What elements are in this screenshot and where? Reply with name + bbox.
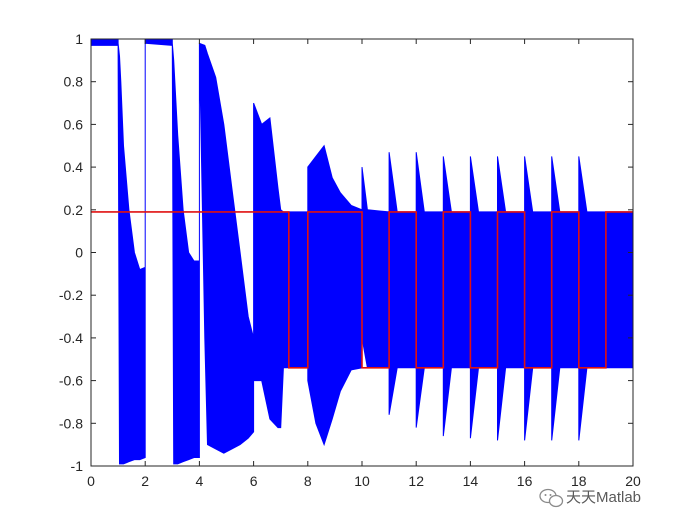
watermark: 天天Matlab: [539, 488, 641, 508]
y-tick-label: 1: [75, 31, 83, 47]
y-tick-label: 0.4: [64, 159, 84, 175]
x-tick-label: 2: [141, 473, 149, 489]
y-tick-label: -0.4: [59, 330, 83, 346]
y-tick-label: -0.2: [59, 287, 83, 303]
x-tick-label: 14: [463, 473, 479, 489]
wechat-icon: [539, 488, 564, 508]
x-tick-label: 0: [87, 473, 95, 489]
y-tick-label: -0.6: [59, 373, 83, 389]
x-tick-label: 8: [304, 473, 312, 489]
x-tick-label: 20: [625, 473, 641, 489]
x-tick-label: 10: [354, 473, 370, 489]
y-tick-label: 0: [75, 245, 83, 261]
x-tick-label: 12: [408, 473, 424, 489]
x-axis: 0 2 4 6 8 10 12 14 16 18 20: [87, 39, 641, 489]
x-tick-label: 16: [517, 473, 533, 489]
y-tick-label: -0.8: [59, 415, 83, 431]
y-tick-label: 0.8: [64, 74, 84, 90]
y-tick-label: 0.2: [64, 202, 84, 218]
x-tick-label: 6: [250, 473, 258, 489]
y-tick-label: -1: [71, 458, 84, 474]
y-axis: -1 -0.8 -0.6 -0.4 -0.2 0 0.2 0.4 0.6 0.8 1: [59, 31, 633, 474]
series-red-line: [91, 211, 633, 369]
watermark-text: 天天Matlab: [566, 489, 641, 506]
x-tick-label: 4: [196, 473, 204, 489]
x-tick-label: 18: [571, 473, 587, 489]
y-tick-label: 0.6: [64, 116, 84, 132]
